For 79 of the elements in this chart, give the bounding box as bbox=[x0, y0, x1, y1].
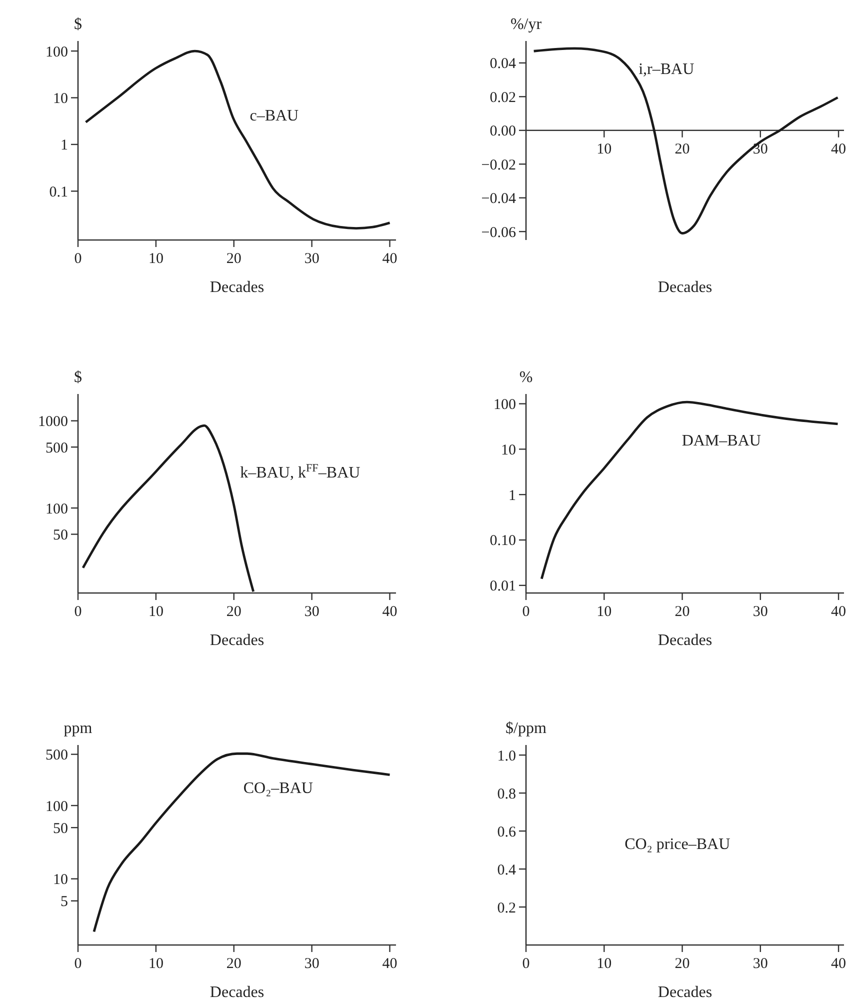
y-tick-label: 1.0 bbox=[497, 748, 516, 764]
y-axis-title: ppm bbox=[64, 720, 93, 737]
x-tick-label: 10 bbox=[596, 141, 612, 158]
x-tick-label: 10 bbox=[148, 251, 164, 267]
x-tick-label: 0 bbox=[522, 956, 530, 972]
series-label: DAM–BAU bbox=[682, 432, 762, 450]
y-tick-label: 0.10 bbox=[490, 533, 516, 550]
y-tick-label: −0.02 bbox=[481, 157, 516, 174]
x-tick-label: 20 bbox=[226, 604, 242, 620]
x-axis-title: Decades bbox=[658, 984, 712, 1000]
line-series bbox=[84, 50, 391, 230]
y-tick-label: −0.04 bbox=[481, 191, 516, 208]
y-axis-title: %/yr bbox=[510, 16, 542, 33]
y-tick-label: 0.1 bbox=[49, 184, 68, 200]
y-tick-label: 1000 bbox=[38, 414, 68, 430]
line-series bbox=[92, 752, 391, 933]
x-tick-label: 40 bbox=[831, 604, 846, 620]
x-tick-label: 10 bbox=[148, 604, 164, 620]
y-tick-label: 5 bbox=[60, 894, 68, 910]
y-tick-label: 100 bbox=[46, 501, 68, 518]
x-tick-label: 20 bbox=[674, 604, 690, 620]
y-tick-label: 0.01 bbox=[490, 578, 516, 595]
y-tick-label: 0.2 bbox=[497, 900, 516, 916]
x-tick-label: 40 bbox=[831, 141, 846, 158]
x-tick-label: 0 bbox=[74, 251, 82, 267]
y-tick-label: 10 bbox=[53, 90, 68, 107]
y-tick-label: 0.4 bbox=[497, 862, 516, 878]
x-tick-label: 20 bbox=[226, 251, 242, 267]
x-tick-label: 40 bbox=[382, 604, 398, 620]
y-tick-label: 10 bbox=[501, 442, 516, 458]
y-tick-label: 100 bbox=[46, 798, 68, 815]
y-axis-title: $/ppm bbox=[506, 720, 547, 737]
x-tick-label: 30 bbox=[752, 604, 768, 620]
series-label: i,r–BAU bbox=[638, 61, 695, 78]
x-tick-label: 20 bbox=[674, 956, 690, 972]
y-tick-label: 100 bbox=[46, 44, 68, 60]
y-tick-label: 0.04 bbox=[490, 56, 516, 72]
y-tick-label: 0.02 bbox=[490, 90, 516, 106]
x-tick-label: 30 bbox=[304, 956, 320, 972]
x-tick-label: 20 bbox=[674, 141, 690, 158]
y-tick-label: −0.06 bbox=[481, 224, 516, 241]
x-tick-label: 30 bbox=[304, 251, 320, 267]
x-tick-label: 40 bbox=[382, 251, 398, 267]
x-axis-title: Decades bbox=[210, 279, 264, 296]
x-axis-title: Decades bbox=[210, 984, 264, 1000]
y-axis-title: $ bbox=[74, 369, 82, 386]
y-tick-label: 0.00 bbox=[490, 124, 516, 140]
y-tick-label: 50 bbox=[53, 528, 68, 544]
series-label: CO₂–BAU bbox=[243, 780, 314, 797]
x-tick-label: 30 bbox=[304, 604, 320, 620]
x-axis-title: Decades bbox=[210, 632, 264, 649]
y-tick-label: 1 bbox=[508, 488, 516, 504]
x-tick-label: 10 bbox=[596, 956, 612, 972]
x-axis-title: Decades bbox=[658, 632, 712, 649]
x-tick-label: 40 bbox=[382, 956, 398, 972]
x-tick-label: 30 bbox=[752, 956, 768, 972]
series-label: c–BAU bbox=[250, 108, 300, 125]
x-tick-label: 40 bbox=[831, 956, 846, 972]
y-tick-label: 10 bbox=[53, 872, 68, 888]
line-series bbox=[540, 400, 839, 580]
x-tick-label: 20 bbox=[226, 956, 242, 972]
x-axis-title: Decades bbox=[658, 279, 712, 296]
y-tick-label: 100 bbox=[494, 397, 516, 414]
annotation: CO₂ price–BAU bbox=[624, 836, 731, 853]
y-axis-title: % bbox=[519, 369, 533, 386]
x-tick-label: 0 bbox=[74, 604, 82, 620]
y-tick-label: 50 bbox=[53, 820, 68, 837]
y-axis-title: $ bbox=[74, 16, 82, 33]
series-label: k–BAU, k$^{FF}$–BAU bbox=[240, 462, 361, 482]
y-tick-label: 0.8 bbox=[497, 786, 516, 802]
x-tick-label: 30 bbox=[752, 141, 768, 158]
x-tick-label: 10 bbox=[148, 956, 164, 972]
y-tick-label: 0.6 bbox=[497, 824, 516, 840]
x-tick-label: 0 bbox=[74, 956, 82, 972]
y-tick-label: 500 bbox=[46, 748, 68, 764]
y-tick-label: 500 bbox=[46, 440, 68, 456]
x-tick-label: 0 bbox=[522, 604, 530, 620]
y-tick-label: 1 bbox=[60, 138, 68, 154]
x-tick-label: 10 bbox=[596, 604, 612, 620]
